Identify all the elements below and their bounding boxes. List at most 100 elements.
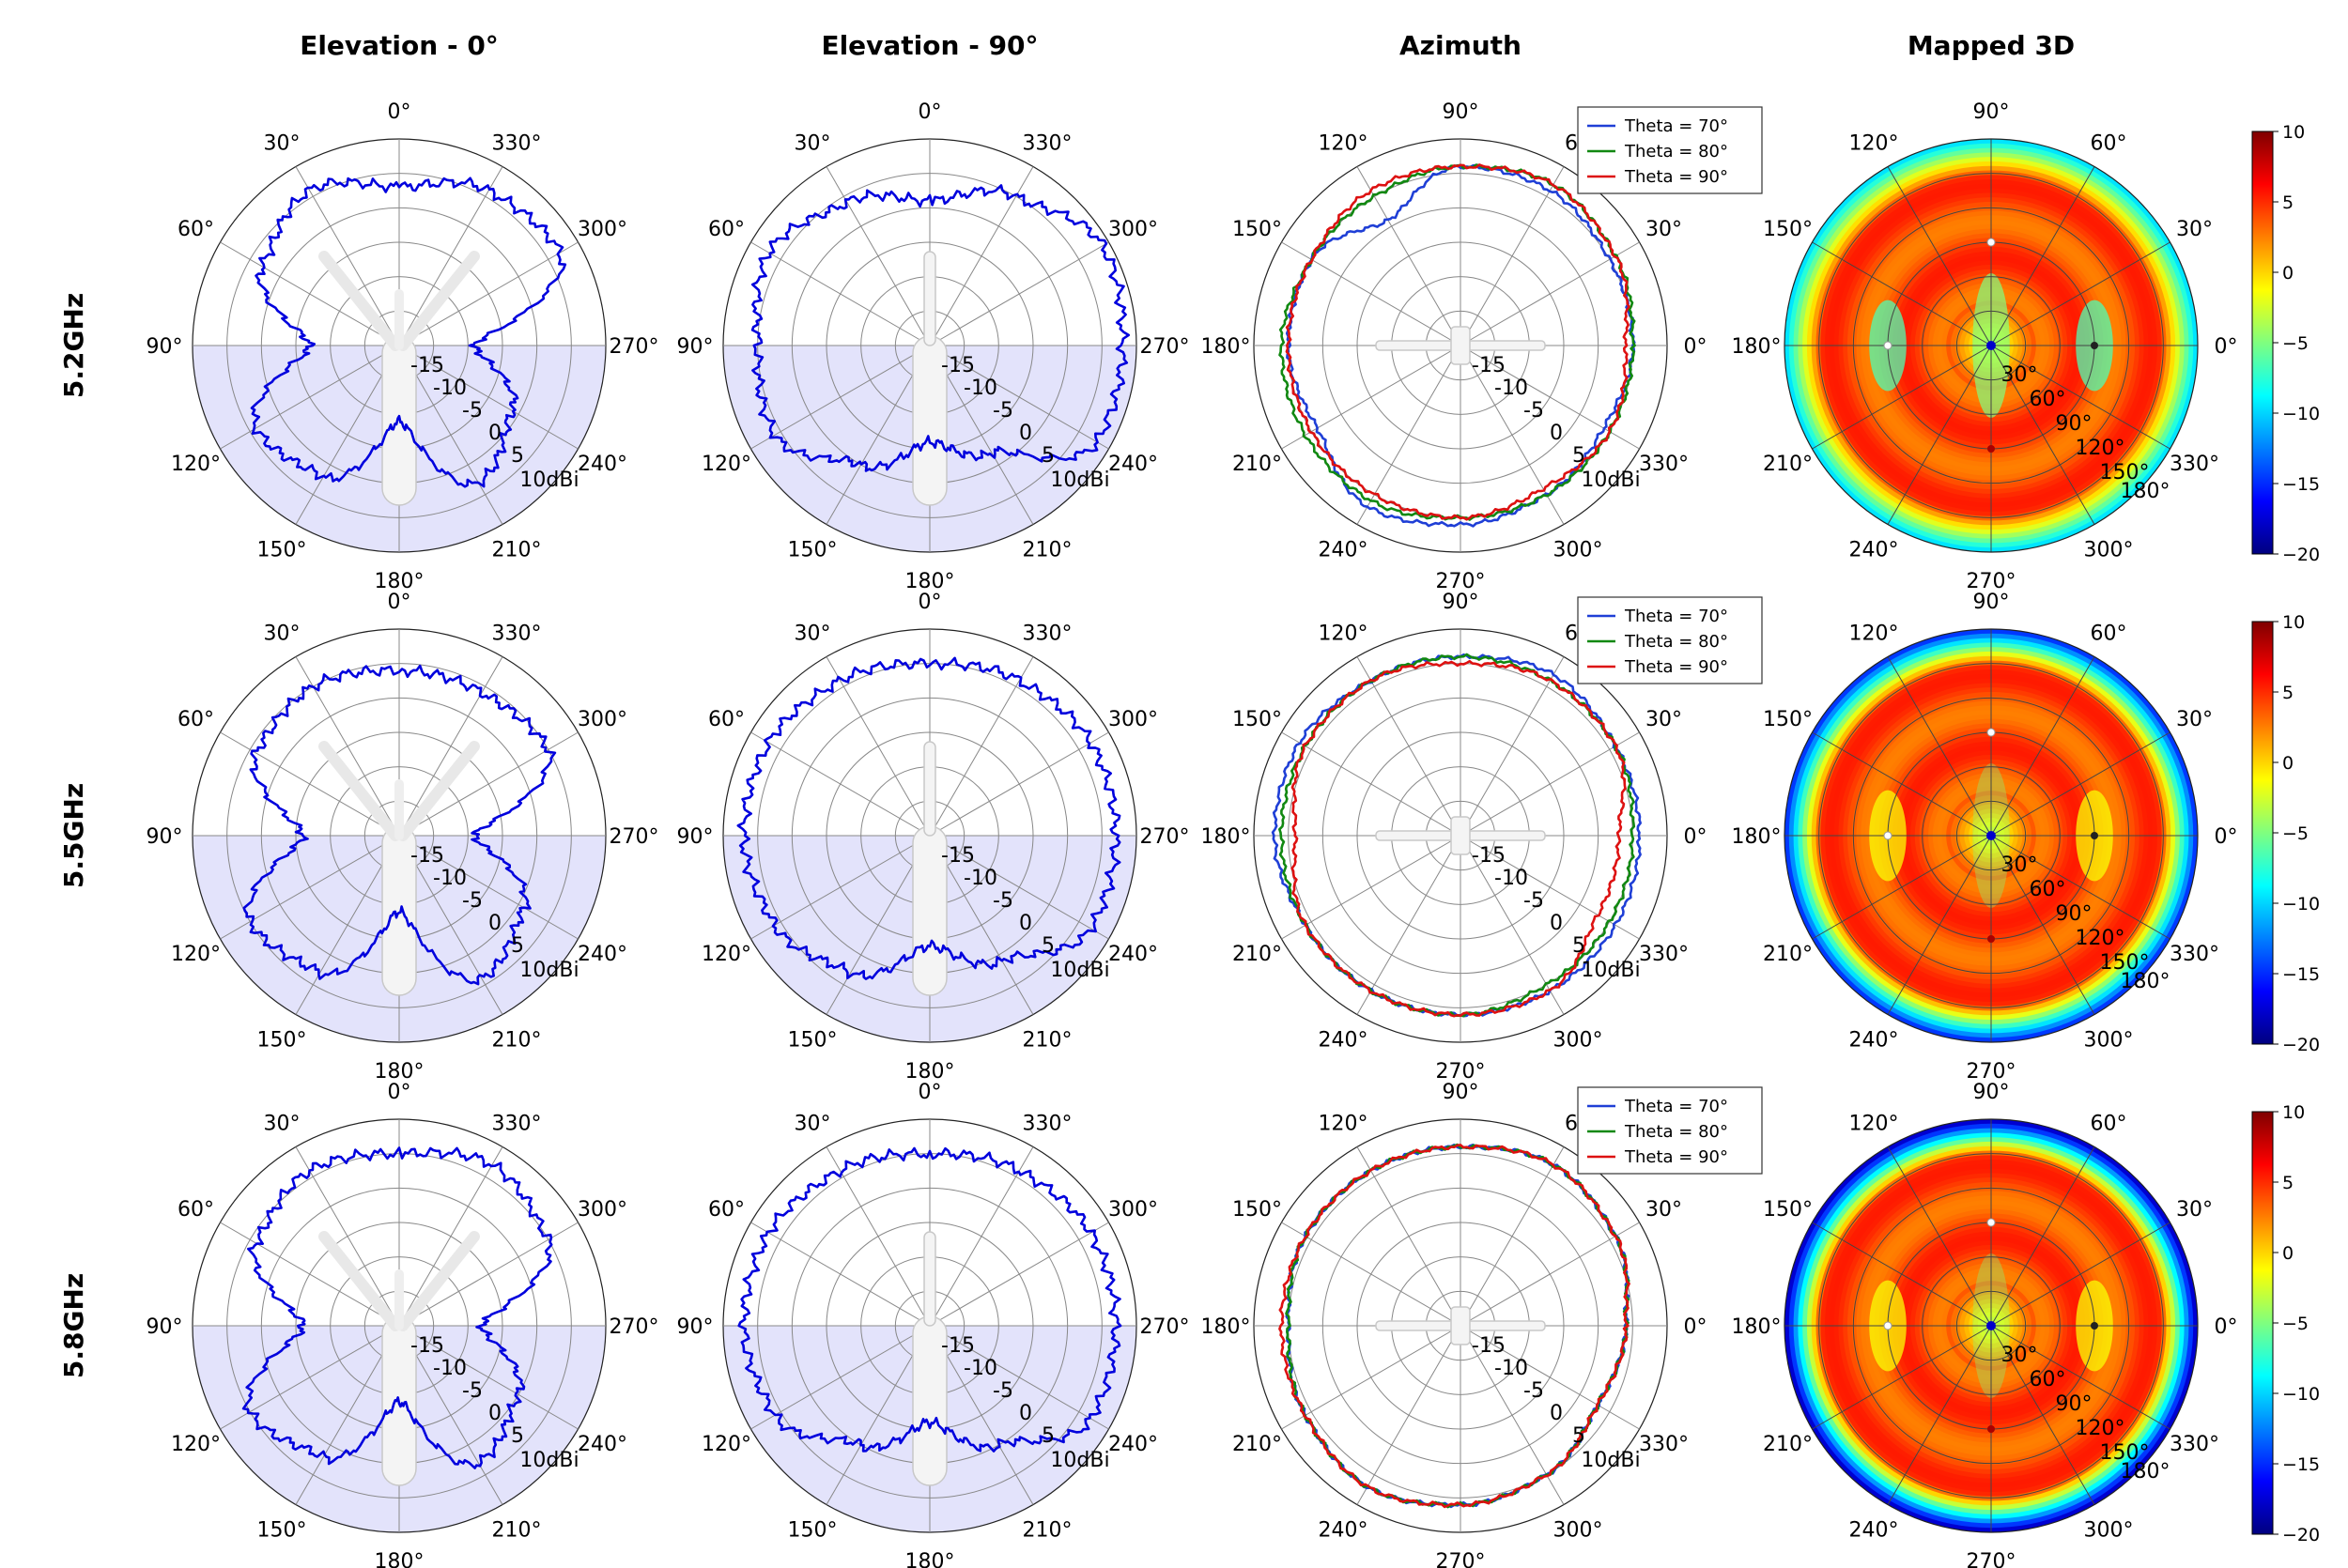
radial-tick-label: 5: [1572, 1424, 1585, 1448]
grid-spoke: [1990, 345, 2170, 450]
angle-tick-label: 240°: [1108, 453, 1158, 476]
grid-spoke: [220, 241, 400, 346]
angle-tick-label: 150°: [257, 1519, 307, 1543]
radial-tick-label: 5: [511, 444, 524, 468]
grid-spoke: [398, 731, 579, 837]
grid-spoke: [1460, 1146, 1565, 1327]
angle-tick-label: 210°: [1023, 1519, 1073, 1543]
grid-spoke: [1812, 835, 1992, 940]
radial-tick-label: 10dBi: [1050, 1449, 1109, 1472]
axis-marker: [1883, 341, 1892, 350]
angle-tick-label: 330°: [1639, 943, 1689, 966]
grid-spoke: [1990, 731, 2170, 837]
grid-spoke: [1281, 241, 1461, 346]
angle-tick-label: 240°: [1849, 539, 1899, 562]
radial-tick-label: 0: [1550, 422, 1563, 445]
grid-spoke: [1812, 241, 1992, 346]
angle-tick-label: 330°: [2170, 1433, 2219, 1456]
angle-tick-label: 300°: [578, 218, 627, 241]
angle-tick-label: 150°: [1232, 708, 1282, 731]
angle-tick-label: 60°: [2091, 1112, 2127, 1135]
angle-tick-label: 90°: [147, 335, 183, 359]
colorbar-tick-label: 10: [2282, 122, 2305, 143]
angle-tick-label: 90°: [677, 1315, 714, 1339]
radial-tick-label: -15: [410, 354, 444, 377]
series-line: [250, 177, 567, 488]
grid-spoke: [750, 241, 931, 346]
panel-1-3: 90°60°30°0°330°300°270°240°210°180°150°1…: [1732, 591, 2321, 1084]
theta-tick-label: 30°: [2001, 363, 2038, 387]
colorbar: [2251, 621, 2274, 1045]
colorbar-tick-label: 5: [2282, 683, 2294, 703]
angle-tick-label: 60°: [178, 218, 214, 241]
grid-spoke: [826, 166, 931, 346]
axis-marker: [1986, 238, 1996, 247]
angle-tick-label: 210°: [1232, 943, 1282, 966]
angle-tick-label: 0°: [388, 1081, 411, 1104]
angle-tick-label: 210°: [1763, 1433, 1813, 1456]
axis-marker: [2091, 342, 2098, 349]
radial-tick-label: -5: [993, 1379, 1013, 1403]
grid-spoke: [1990, 241, 2170, 346]
grid-spoke: [750, 835, 931, 940]
grid-spoke: [1990, 835, 2170, 940]
angle-tick-label: 0°: [919, 1081, 942, 1104]
angle-tick-label: 150°: [1232, 218, 1282, 241]
grid-spoke: [295, 166, 400, 346]
angle-tick-label: 0°: [388, 591, 411, 614]
angle-tick-label: 270°: [1967, 570, 2016, 593]
theta-tick-label: 30°: [2001, 853, 2038, 877]
theta-tick-label: 150°: [2100, 461, 2150, 484]
radial-tick-label: 10dBi: [519, 959, 579, 982]
panel-2-3: 90°60°30°0°330°300°270°240°210°180°150°1…: [1732, 1081, 2321, 1568]
grid-spoke: [398, 345, 579, 450]
colorbar-tick-label: −10: [2282, 1384, 2320, 1405]
angle-tick-label: 300°: [578, 708, 627, 731]
radial-tick-label: 5: [511, 1424, 524, 1448]
angle-tick-label: 120°: [1849, 131, 1899, 155]
angle-tick-label: 270°: [1967, 1060, 2016, 1084]
radial-tick-label: -10: [433, 377, 467, 400]
angle-tick-label: 150°: [1763, 1198, 1813, 1222]
angle-tick-label: 120°: [1849, 622, 1899, 645]
radial-tick-label: 10dBi: [1581, 1449, 1640, 1472]
angle-tick-label: 300°: [2084, 539, 2134, 562]
column-title-mapped-3d: Mapped 3D: [1908, 30, 2075, 61]
grid-spoke: [295, 656, 400, 837]
row-title-5-8ghz: 5.8GHz: [58, 1273, 89, 1378]
radial-tick-label: -15: [941, 1334, 975, 1358]
panel-0-1: 0° 330° 300° 270° 240° 210° 180° 150° 120° 90° 60°…: [677, 100, 1190, 593]
angle-tick-label: 120°: [1849, 1112, 1899, 1135]
radial-tick-label: -5: [1523, 889, 1544, 913]
antenna-illustration: [318, 741, 401, 841]
colorbar-tick-label: −5: [2282, 333, 2309, 354]
angle-tick-label: 180°: [1732, 335, 1782, 359]
grid-spoke: [1356, 1146, 1461, 1327]
angle-tick-label: 270°: [1140, 825, 1190, 849]
grid-spoke: [1812, 731, 1992, 837]
theta-tick-label: 90°: [2056, 902, 2093, 926]
grid-spoke: [929, 656, 1034, 837]
panel-2-0: 0° 330° 300° 270° 240° 210° 180° 150° 120° 90° 60°…: [147, 1081, 659, 1568]
grid-spoke: [1887, 656, 1992, 837]
pole-marker: [1986, 1321, 1996, 1330]
angle-tick-label: 270°: [1436, 1060, 1486, 1084]
angle-tick-label: 210°: [1023, 1029, 1073, 1053]
colorbar-tick-label: 0: [2282, 1243, 2294, 1264]
legend-label: Theta = 80°: [1624, 632, 1728, 652]
angle-tick-label: 0°: [1684, 1315, 1707, 1339]
radial-tick-label: 0: [1019, 912, 1032, 935]
colorbar-tick-label: −10: [2282, 404, 2320, 424]
angle-tick-label: 300°: [1108, 708, 1158, 731]
angle-tick-label: 90°: [1973, 1081, 2010, 1104]
theta-tick-label: 120°: [2076, 927, 2125, 950]
panel-2-2: 90°6030°0°330°300°270°240°210°180°150°12…: [1201, 1081, 1763, 1568]
angle-tick-label: 180°: [1201, 825, 1251, 849]
angle-tick-label: 240°: [578, 453, 627, 476]
angle-tick-label: 30°: [264, 622, 301, 645]
grid-spoke: [1812, 345, 1992, 450]
angle-tick-label: 180°: [1732, 1315, 1782, 1339]
angle-tick-label: 30°: [795, 1112, 831, 1135]
grid-spoke: [398, 1222, 579, 1327]
angle-tick-label: 60°: [708, 708, 745, 731]
